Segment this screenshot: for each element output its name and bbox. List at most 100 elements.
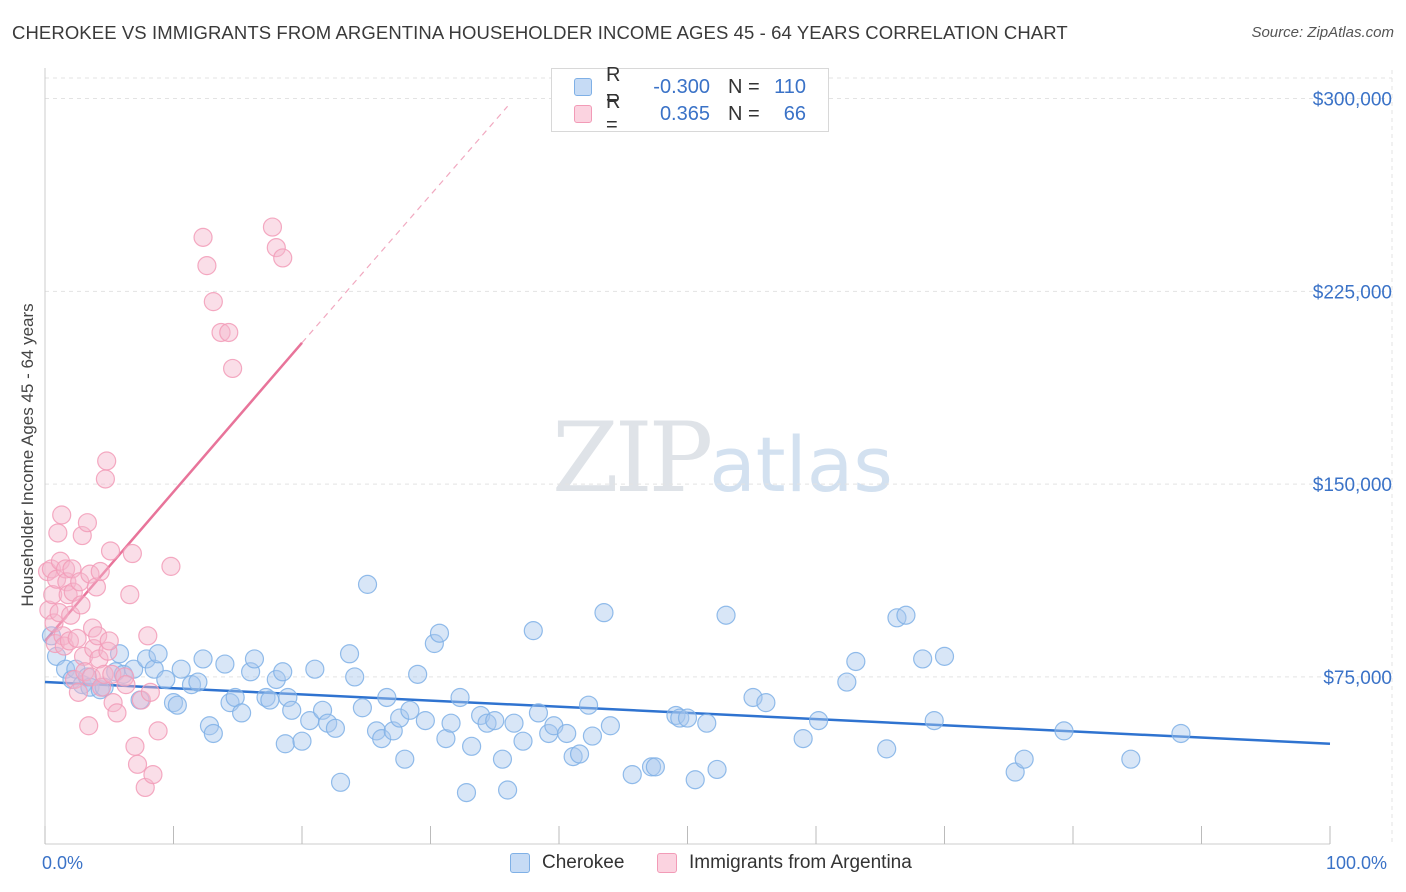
point-cherokee bbox=[471, 705, 491, 726]
point-cherokee bbox=[352, 698, 372, 718]
point-argentina bbox=[71, 595, 91, 615]
point-argentina bbox=[120, 585, 140, 605]
point-cherokee bbox=[557, 723, 577, 744]
point-argentina bbox=[84, 639, 104, 659]
point-cherokee bbox=[578, 695, 599, 715]
point-argentina bbox=[143, 764, 163, 785]
point-argentina bbox=[223, 358, 243, 379]
point-argentina bbox=[148, 721, 168, 741]
point-cherokee bbox=[215, 654, 235, 674]
point-cherokee bbox=[203, 723, 223, 744]
point-cherokee bbox=[913, 649, 933, 669]
point-argentina bbox=[67, 628, 87, 648]
series-legend: Cherokee Immigrants from Argentina bbox=[0, 852, 1406, 878]
point-cherokee bbox=[716, 605, 736, 625]
point-cherokee bbox=[156, 669, 176, 690]
series-legend-argentina[interactable]: Immigrants from Argentina bbox=[657, 852, 912, 874]
point-argentina bbox=[197, 256, 217, 276]
point-cherokee bbox=[528, 703, 549, 723]
point-cherokee bbox=[282, 700, 302, 720]
point-cherokee bbox=[266, 669, 286, 690]
point-argentina bbox=[59, 631, 80, 651]
y-tick-label: $225,000 bbox=[1313, 282, 1392, 303]
point-argentina bbox=[140, 682, 160, 702]
series-label-argentina: Immigrants from Argentina bbox=[689, 852, 912, 873]
point-argentina bbox=[48, 523, 68, 543]
point-argentina bbox=[61, 605, 81, 625]
point-cherokee bbox=[622, 764, 642, 785]
point-cherokee bbox=[846, 651, 866, 672]
trend-line-argentina-extension bbox=[301, 105, 509, 344]
point-argentina bbox=[211, 322, 231, 343]
y-tick-label: $150,000 bbox=[1313, 475, 1392, 496]
point-cherokee bbox=[232, 703, 252, 723]
point-argentina bbox=[98, 641, 118, 661]
point-cherokee bbox=[756, 693, 776, 713]
point-argentina bbox=[90, 561, 110, 582]
legend-n-value: 110 bbox=[774, 75, 806, 98]
data-points bbox=[37, 217, 1191, 803]
chart-title: CHEROKEE VS IMMIGRANTS FROM ARGENTINA HO… bbox=[12, 22, 1068, 43]
point-argentina bbox=[161, 556, 181, 576]
point-argentina bbox=[43, 585, 63, 605]
point-cherokee bbox=[450, 687, 470, 708]
point-cherokee bbox=[504, 713, 524, 733]
point-argentina bbox=[79, 716, 99, 736]
point-argentina bbox=[94, 664, 114, 684]
point-cherokee bbox=[1014, 749, 1034, 769]
point-argentina bbox=[107, 703, 127, 723]
point-cherokee bbox=[400, 700, 420, 720]
point-argentina bbox=[68, 682, 89, 702]
point-argentina bbox=[115, 667, 135, 687]
correlation-legend: R = -0.300 N = 110 R = 0.365 N = 66 bbox=[551, 64, 829, 136]
point-cherokee bbox=[697, 713, 717, 733]
point-cherokee bbox=[462, 736, 482, 756]
legend-row-cherokee: R = -0.300 N = 110 bbox=[574, 64, 806, 109]
point-cherokee bbox=[312, 700, 333, 720]
y-tick-label: $300,000 bbox=[1313, 90, 1392, 111]
y-tick-label: $75,000 bbox=[1323, 668, 1392, 689]
point-argentina bbox=[73, 646, 94, 666]
point-argentina bbox=[273, 248, 293, 268]
series-swatch-cherokee bbox=[510, 853, 530, 873]
point-cherokee bbox=[594, 603, 614, 623]
legend-r-label: R = bbox=[606, 91, 621, 136]
point-cherokee bbox=[339, 644, 360, 664]
axes bbox=[44, 68, 1331, 845]
point-cherokee bbox=[670, 708, 690, 728]
point-cherokee bbox=[325, 718, 346, 738]
x-tick-label-min: 0.0% bbox=[42, 853, 84, 873]
point-cherokee bbox=[492, 749, 513, 769]
point-argentina bbox=[127, 754, 148, 774]
point-cherokee bbox=[1121, 749, 1141, 769]
point-argentina bbox=[99, 631, 119, 651]
point-cherokee bbox=[109, 644, 130, 664]
series-swatch-argentina bbox=[657, 853, 677, 873]
watermark-zip: ZIP bbox=[552, 402, 713, 514]
y-axis-title: Householder Income Ages 45 - 64 years bbox=[18, 303, 37, 607]
tick-labels: $75,000 $150,000 $225,000 $300,000 bbox=[1313, 90, 1392, 689]
point-cherokee bbox=[441, 713, 461, 733]
point-argentina bbox=[219, 322, 239, 343]
point-cherokee bbox=[456, 782, 477, 803]
point-cherokee bbox=[793, 729, 813, 749]
point-argentina bbox=[52, 505, 72, 525]
x-tick-label-max: 100.0% bbox=[1326, 853, 1388, 873]
point-cherokee bbox=[934, 646, 955, 666]
point-argentina bbox=[138, 626, 158, 646]
trend-lines bbox=[44, 105, 1331, 745]
point-cherokee bbox=[188, 672, 208, 692]
legend-row-argentina: R = 0.365 N = 66 bbox=[574, 91, 806, 136]
series-label-cherokee: Cherokee bbox=[542, 852, 625, 873]
point-cherokee bbox=[677, 708, 698, 728]
point-argentina bbox=[75, 662, 95, 682]
point-cherokee bbox=[136, 649, 157, 669]
point-cherokee bbox=[808, 711, 829, 731]
point-cherokee bbox=[345, 667, 365, 687]
point-cherokee bbox=[357, 574, 378, 594]
point-cherokee bbox=[523, 621, 543, 641]
point-cherokee bbox=[1054, 721, 1074, 741]
point-cherokee bbox=[498, 780, 518, 800]
series-legend-cherokee[interactable]: Cherokee bbox=[510, 852, 624, 874]
watermark-atlas: atlas bbox=[709, 420, 893, 509]
